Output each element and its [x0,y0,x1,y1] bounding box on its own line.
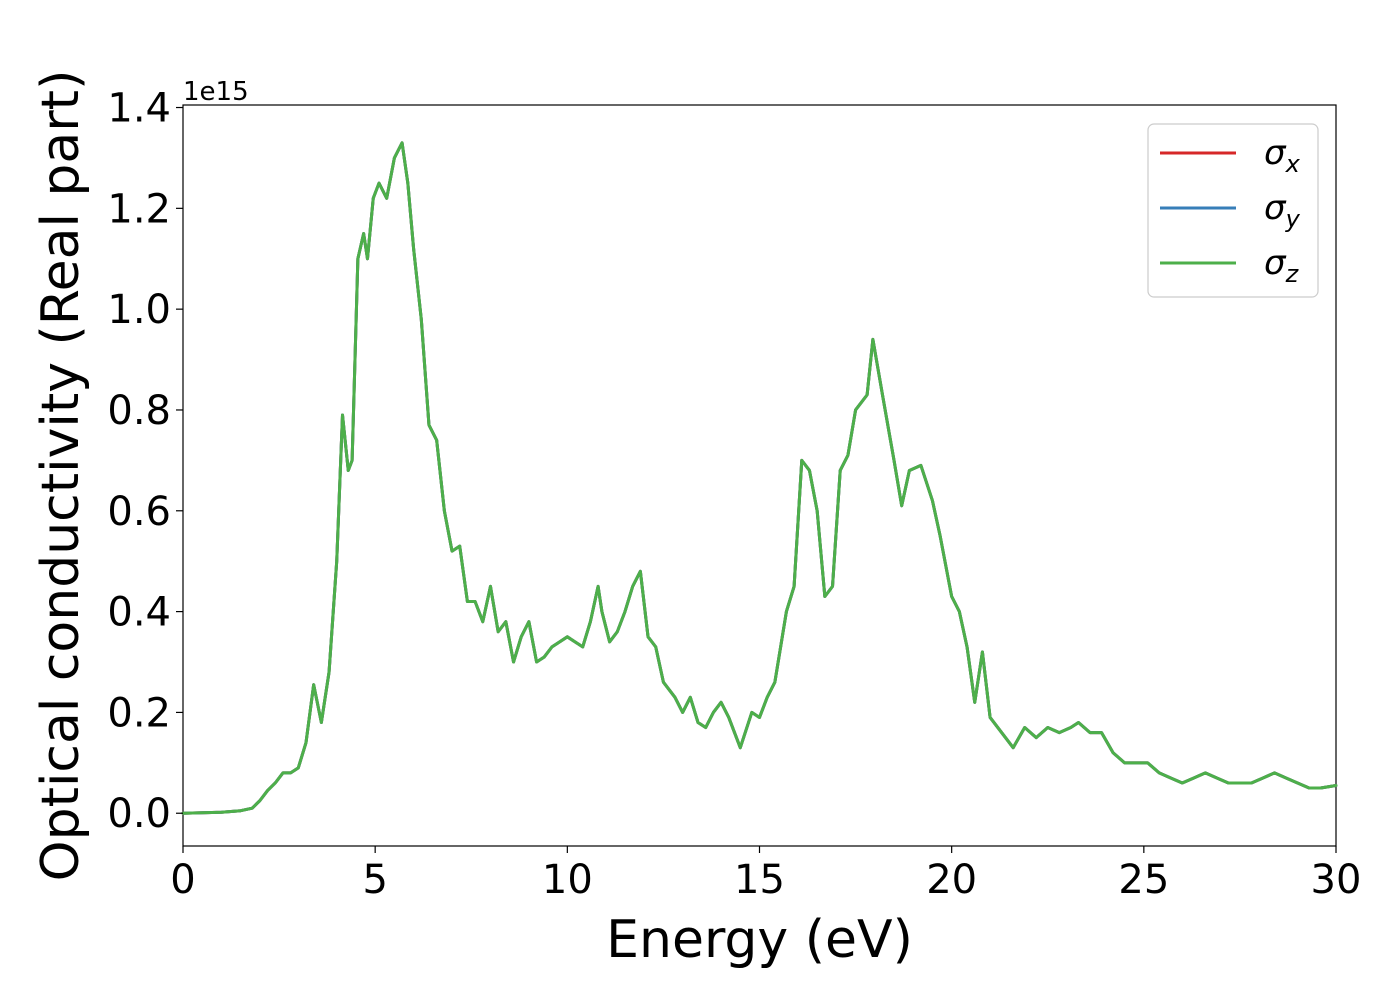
x-axis-label: Energy (eV) [606,910,913,970]
legend-label: σy [1264,188,1301,233]
x-tick-label: 15 [734,857,785,903]
y-tick-label: 0.2 [107,690,171,736]
y-tick-label: 0.6 [107,489,171,535]
series-line-z [181,141,1338,815]
legend-symbol: σ [1264,188,1287,228]
y-tick-label: 0.0 [107,791,171,837]
x-tick-label: 5 [362,857,387,903]
y-tick-label: 1.2 [107,186,171,232]
x-tick-label: 30 [1311,857,1362,903]
legend-label: σz [1264,243,1300,288]
x-tick-label: 10 [542,857,593,903]
legend-subscript: y [1285,205,1301,233]
y-tick-label: 0.8 [107,388,171,434]
y-axis: 0.0 0.2 0.4 0.6 0.8 1.0 1.2 1.4 [107,86,183,837]
legend-symbol: σ [1264,243,1287,283]
legend-symbol: σ [1264,133,1287,173]
legend-item-y: σy [1160,188,1301,233]
legend-subscript: x [1285,150,1301,178]
legend-item-z: σz [1160,243,1300,288]
x-tick-label: 20 [926,857,977,903]
y-tick-label: 1.4 [107,86,171,132]
legend-label: σx [1264,133,1301,178]
x-axis: 0 5 10 15 20 25 30 [170,846,1361,903]
y-axis-offset-label: 1e15 [183,77,249,107]
x-tick-label: 25 [1118,857,1169,903]
y-tick-label: 1.0 [107,287,171,333]
legend-subscript: z [1285,260,1300,288]
legend-item-x: σx [1160,133,1301,178]
legend-box [1147,123,1319,298]
series-layer [181,141,1338,815]
x-tick-label: 0 [170,857,195,903]
y-tick-label: 0.4 [107,590,171,636]
y-axis-label: Optical conductivity (Real part) [31,70,91,882]
